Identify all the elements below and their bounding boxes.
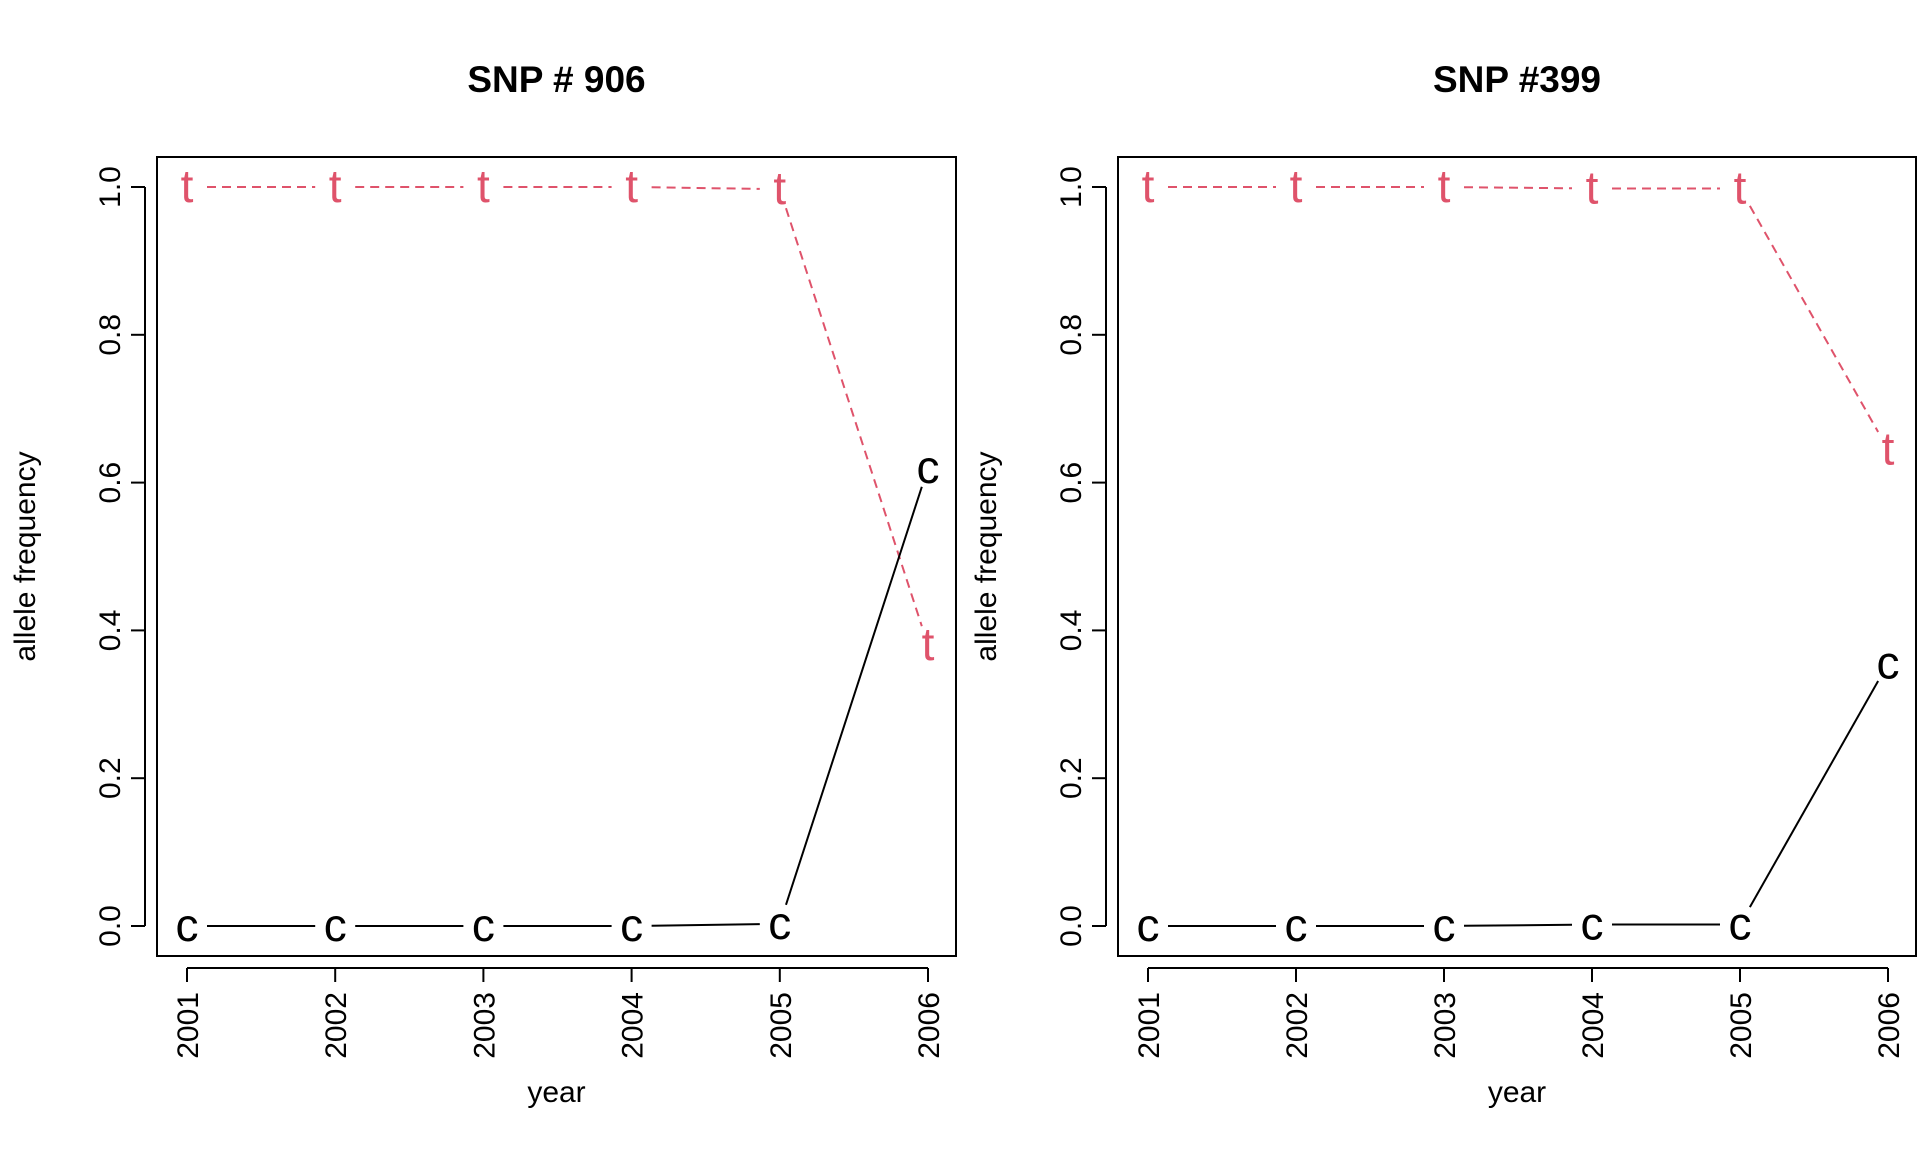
x-axis-label: year — [527, 1076, 585, 1109]
y-tick-label: 0.6 — [94, 462, 127, 504]
plot-frame — [1117, 156, 1917, 957]
y-axis-label: allele frequency — [9, 451, 42, 661]
series-t-segment — [651, 186, 760, 190]
y-tick-label: 0.2 — [1055, 757, 1088, 799]
data-point-c: c — [1729, 898, 1752, 950]
x-tick-label: 2001 — [1133, 992, 1166, 1059]
x-tick-label: 2002 — [320, 992, 353, 1059]
data-point-c: c — [768, 897, 791, 949]
x-tick-label: 2003 — [468, 992, 501, 1059]
y-tick-label: 0.8 — [94, 314, 127, 356]
data-point-c: c — [472, 899, 495, 951]
y-tick-label: 1.0 — [1055, 166, 1088, 208]
x-tick-label: 2004 — [617, 992, 650, 1059]
series-c-segment — [1748, 680, 1880, 908]
data-point-c: c — [620, 899, 643, 951]
data-point-t: t — [625, 160, 638, 212]
data-point-t: t — [1438, 160, 1451, 212]
chart-title: SNP #399 — [1433, 59, 1601, 100]
series-c: c c c c c c — [1137, 637, 1900, 951]
x-tick-label: 2006 — [913, 992, 946, 1059]
series-c-segment — [1463, 923, 1573, 927]
data-point-t: t — [1586, 161, 1599, 213]
series-t: t t t t t t — [181, 160, 935, 670]
x-tick-label: 2005 — [765, 992, 798, 1059]
plot-frame — [156, 156, 957, 957]
y-tick-label: 0.4 — [1055, 610, 1088, 652]
series-c: c c c c c c — [176, 441, 940, 951]
data-point-t: t — [1882, 422, 1895, 474]
series-t-segment — [785, 207, 923, 627]
data-point-t: t — [1142, 160, 1155, 212]
series-c-segment — [785, 486, 923, 906]
data-point-t: t — [477, 160, 490, 212]
data-point-c: c — [324, 899, 347, 951]
y-tick-label: 0.0 — [1055, 905, 1088, 947]
y-tick-label: 0.2 — [94, 757, 127, 799]
data-point-t: t — [1290, 160, 1303, 212]
series-c-segment — [651, 923, 760, 927]
series-t: t t t t t t — [1142, 160, 1895, 474]
data-point-c: c — [176, 899, 199, 951]
y-tick-label: 1.0 — [94, 166, 127, 208]
x-axis-label: year — [1488, 1076, 1546, 1109]
data-point-t: t — [1734, 161, 1747, 213]
x-tick-label: 2005 — [1725, 992, 1758, 1059]
x-tick-label: 2002 — [1281, 992, 1314, 1059]
data-point-t: t — [922, 618, 935, 670]
data-point-t: t — [181, 160, 194, 212]
x-tick-label: 2003 — [1429, 992, 1462, 1059]
series-t-segment — [1463, 186, 1573, 190]
x-tick-label: 2004 — [1577, 992, 1610, 1059]
chart-panel-1: SNP # 906 2001 2002 2003 2004 2005 2006 0.0 0.2 0… — [9, 59, 957, 1109]
series-t-segment — [1748, 205, 1880, 433]
y-tick-label: 0.0 — [94, 905, 127, 947]
y-tick-label: 0.4 — [94, 610, 127, 652]
y-axis-label: allele frequency — [970, 451, 1003, 661]
data-point-t: t — [329, 160, 342, 212]
data-point-c: c — [1581, 898, 1604, 950]
data-point-c: c — [1137, 899, 1160, 951]
y-tick-label: 0.8 — [1055, 314, 1088, 356]
x-tick-label: 2006 — [1873, 992, 1906, 1059]
chart-title: SNP # 906 — [467, 59, 645, 100]
y-tick-label: 0.6 — [1055, 462, 1088, 504]
data-point-c: c — [1285, 899, 1308, 951]
data-point-c: c — [1877, 637, 1900, 689]
data-point-c: c — [917, 441, 940, 493]
data-point-t: t — [773, 162, 786, 214]
data-point-c: c — [1433, 899, 1456, 951]
chart-panel-2: SNP #399 2001 2002 2003 2004 2005 2006 0.0 0.2 0.… — [970, 59, 1917, 1109]
x-tick-label: 2001 — [172, 992, 205, 1059]
